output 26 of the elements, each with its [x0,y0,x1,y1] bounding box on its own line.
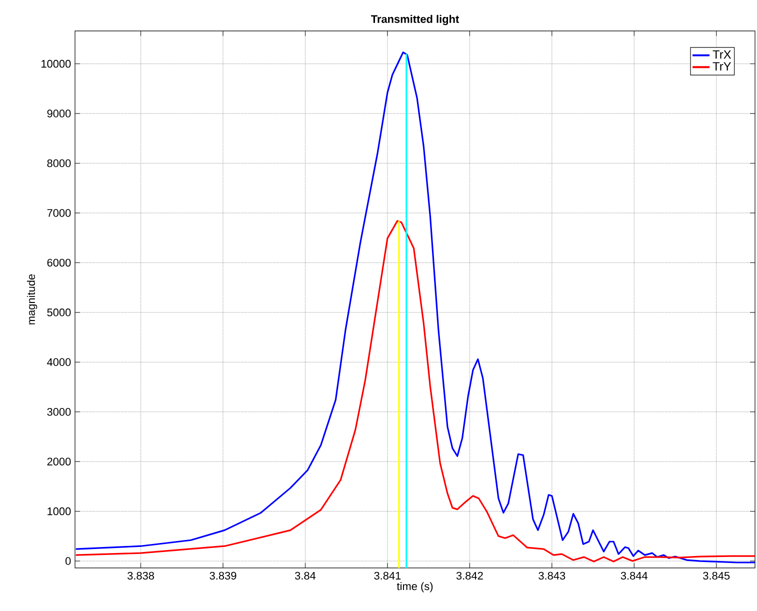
x-tick-label: 3.845 [703,572,730,580]
y-tick-label: 10000 [42,60,71,68]
y-tick-label: 5000 [47,308,71,316]
y-tick-label: 4000 [47,358,71,366]
x-tick-label: 3.841 [374,572,401,580]
x-tick-label: 3.842 [456,572,483,580]
y-tick-label: 6000 [47,258,71,267]
x-tick-label: 3.84 [294,572,316,580]
legend-label: TrY [712,62,732,70]
y-tick-label: 7000 [47,209,71,217]
legend-label: TrX [712,50,732,59]
y-tick-label: 8000 [47,159,71,168]
line-series [75,52,756,564]
y-tick-label: 3000 [47,408,71,416]
x-tick-label: 3.839 [210,572,236,580]
line-series [75,220,756,562]
x-tick-label: 3.843 [538,572,566,580]
y-tick-label: 2000 [47,458,71,466]
x-tick-label: 3.838 [128,572,154,580]
y-tick-label: 0 [65,557,71,565]
y-tick-label: 9000 [47,110,71,118]
y-axis-title: magnitude [26,274,38,324]
x-tick-label: 3.844 [620,572,648,580]
y-tick-label: 1000 [48,507,71,516]
chart-title: Transmitted light [370,14,460,26]
x-axis-title: time (s) [396,582,433,592]
